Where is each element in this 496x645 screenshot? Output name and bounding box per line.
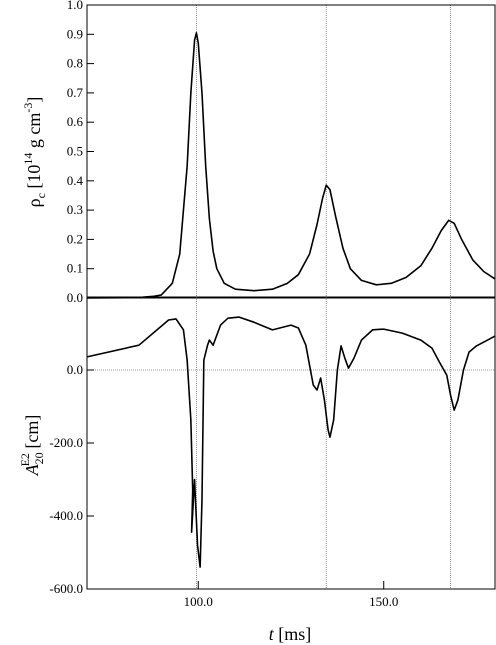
y-tick-label: 0.2	[67, 231, 83, 246]
y-axis-label: ρc [1014 g cm-3]	[21, 97, 48, 208]
label-part: c	[34, 193, 48, 198]
label-part: t	[269, 624, 275, 644]
label-part: [ms]	[274, 624, 312, 644]
y-tick-label: -200.0	[49, 435, 83, 450]
label-part: 14	[21, 153, 35, 165]
data-line	[86, 32, 496, 299]
y-axis-label: A20E2 [cm]	[18, 415, 46, 477]
y-tick-label: 0.1	[67, 261, 83, 276]
label-part: [10	[24, 165, 44, 194]
y-tick-label: -600.0	[49, 581, 83, 596]
label-part: E2	[18, 453, 32, 466]
y-tick-label: 0.4	[67, 173, 84, 188]
data-line	[86, 316, 496, 568]
y-tick-label: 1.0	[67, 0, 83, 12]
plot-frame	[86, 4, 496, 299]
label-part: ρ	[24, 198, 44, 207]
label-part: [cm]	[22, 415, 42, 453]
label-part: g cm	[24, 113, 44, 153]
y-tick-label: 0.3	[67, 202, 83, 217]
y-tick-label: 0.7	[67, 85, 84, 100]
y-tick-label: 0.0	[67, 362, 83, 377]
plot-frame	[86, 296, 496, 590]
label-part: 20	[32, 452, 46, 464]
x-tick-label: 150.0	[369, 594, 398, 609]
x-tick-label: 100.0	[184, 594, 213, 609]
y-tick-label: 0.0	[67, 290, 83, 305]
label-part: A	[22, 463, 42, 476]
x-axis-label: t [ms]	[269, 624, 312, 644]
y-tick-label: 0.8	[67, 56, 83, 71]
label-part: ]	[24, 97, 44, 103]
y-tick-label: 0.5	[67, 144, 83, 159]
y-tick-label: 0.9	[67, 26, 83, 41]
y-tick-label: 0.6	[67, 114, 84, 129]
y-tick-label: -400.0	[49, 508, 83, 523]
label-part: -3	[21, 103, 35, 113]
